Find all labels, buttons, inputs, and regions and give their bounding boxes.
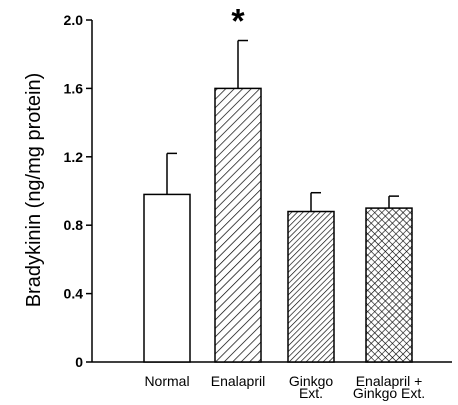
- bar: [214, 87, 262, 363]
- x-category-label: Ginkgo: [289, 373, 334, 389]
- y-tick-label: 0.8: [64, 217, 84, 233]
- y-tick-label: 1.6: [64, 80, 84, 96]
- y-tick-label: 1.2: [64, 149, 84, 165]
- bars: [143, 39, 413, 363]
- y-tick-label: 0: [75, 354, 83, 370]
- bar: [143, 193, 191, 363]
- bar: [365, 207, 413, 363]
- x-category-label: Enalapril: [211, 373, 265, 389]
- x-category-label: Enalapril +: [356, 373, 423, 389]
- x-category-label: Normal: [144, 373, 189, 389]
- y-tick-label: 0.4: [64, 286, 84, 302]
- x-category-label: Ext.: [299, 385, 323, 401]
- x-category-label: Ginkgo Ext.: [353, 385, 425, 401]
- significance-asterisk: *: [231, 3, 245, 41]
- y-tick-label: 2.0: [64, 12, 84, 28]
- bar: [287, 210, 335, 363]
- y-axis-label: Bradykinin (ng/mg protein): [23, 73, 45, 308]
